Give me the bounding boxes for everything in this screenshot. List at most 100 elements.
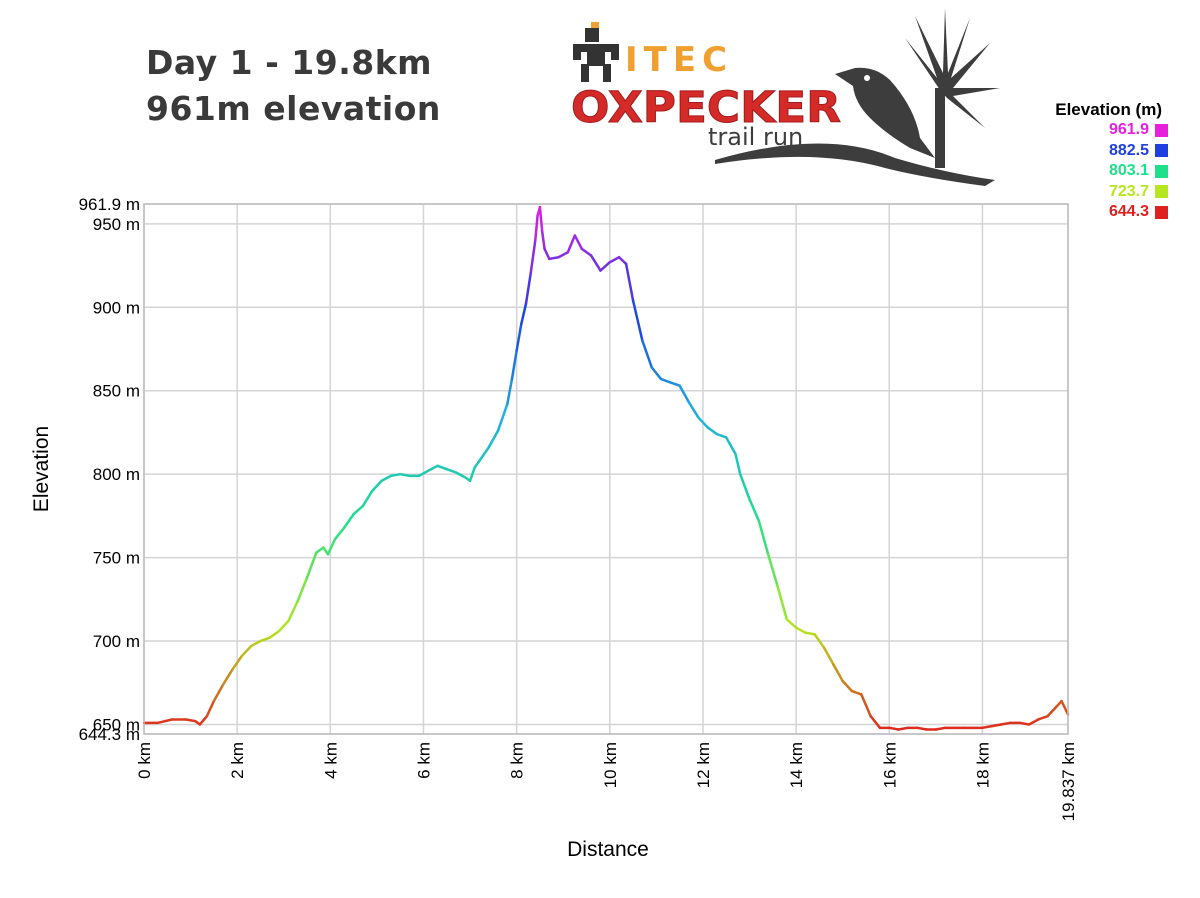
y-axis-title: Elevation (30, 426, 53, 512)
profile-segment (738, 472, 751, 501)
legend-value: 723.7 (1108, 182, 1149, 200)
title-distance: Day 1 - 19.8km (146, 43, 433, 82)
y-tick-label: 700 m (93, 632, 140, 651)
profile-segment (785, 618, 798, 629)
x-tick-label: 18 km (973, 742, 992, 788)
profile-segment (1027, 718, 1040, 726)
x-tick-label: 2 km (228, 742, 247, 779)
profile-segment (520, 302, 528, 326)
profile-segment (757, 519, 770, 556)
profile-segment (724, 436, 737, 456)
x-tick-label: 0 km (135, 742, 154, 779)
profile-segment (678, 384, 691, 404)
profile-segment (496, 402, 509, 433)
profile-segment (1018, 721, 1031, 726)
x-tick-label: 16 km (880, 742, 899, 788)
profile-segment (687, 401, 700, 419)
profile-segment (650, 366, 663, 381)
title-block: Day 1 - 19.8km 961m elevation (146, 40, 441, 132)
profile-segment (198, 714, 209, 726)
profile-segment (1060, 699, 1070, 716)
profile-segment (506, 377, 514, 406)
profile-segment (981, 724, 993, 730)
profile-segment (352, 504, 365, 516)
title-elevation: 961m elevation (146, 89, 441, 128)
profile-segment (566, 234, 577, 254)
profile-segment (624, 262, 635, 302)
profile-segment (259, 636, 272, 643)
elevation-profile-line (142, 205, 1070, 731)
profile-segment (268, 629, 281, 639)
legend-value: 882.5 (1108, 141, 1149, 159)
profile-segment (557, 250, 570, 259)
profile-segment (231, 654, 244, 671)
profile-segment (249, 639, 262, 648)
oxpecker-bird-and-palm-icon (715, 8, 1000, 186)
profile-segment (860, 693, 872, 718)
legend-item: 882.5 (1018, 141, 1168, 162)
x-tick-label: 6 km (414, 742, 433, 779)
profile-segment (543, 247, 551, 261)
profile-segment (888, 726, 900, 731)
x-tick-label: 10 km (601, 742, 620, 788)
oxpecker-logo: ITEC OXPECKER trail run (571, 8, 1000, 186)
profile-segment (573, 234, 584, 251)
profile-segment (487, 429, 500, 449)
plot-border (143, 203, 1069, 735)
profile-segment (589, 254, 602, 272)
profile-segment (776, 584, 789, 621)
legend-swatch (1155, 205, 1168, 219)
profile-segment (804, 631, 816, 636)
legend-item: 644.3 (1018, 202, 1168, 223)
profile-segment (934, 726, 947, 731)
legend-title: Elevation (m) (1055, 100, 1162, 119)
profile-segment (706, 426, 719, 436)
legend-item: 961.9 (1018, 120, 1168, 141)
profile-segment (305, 551, 318, 579)
x-axis-title: Distance (567, 838, 649, 861)
y-tick-label: 961.9 m (79, 195, 140, 214)
profile-segment (205, 699, 216, 718)
profile-segment (380, 474, 393, 483)
profile-segment (1037, 714, 1049, 721)
y-tick-label: 650 m (93, 715, 140, 734)
x-tick-label: 14 km (787, 742, 806, 788)
legend-value: 644.3 (1108, 203, 1149, 221)
profile-segment (631, 299, 644, 342)
profile-segment (361, 489, 374, 508)
legend-item: 803.1 (1018, 161, 1168, 182)
profile-segment (659, 377, 672, 384)
profile-segment (697, 416, 709, 429)
y-tick-label: 850 m (93, 382, 140, 401)
profile-segment (515, 322, 523, 352)
profile-segment (326, 538, 337, 556)
legend-swatch (1155, 185, 1168, 199)
profile-segment (534, 214, 539, 242)
y-tick-label: 644.3 m (79, 725, 140, 744)
profile-segment (287, 599, 299, 623)
profile-segment (841, 679, 854, 693)
profile-segment (473, 459, 481, 469)
y-tick-label: 750 m (93, 549, 140, 568)
profile-segment (794, 626, 807, 634)
profile-segment (524, 272, 532, 306)
itec-text: ITEC (625, 40, 733, 80)
plot-area (144, 204, 1068, 734)
oxpecker-text: OXPECKER (571, 83, 841, 133)
profile-segment (869, 714, 882, 730)
profile-segment (599, 260, 612, 272)
profile-segment (184, 718, 197, 723)
profile-segment (915, 726, 928, 731)
profile-segment (156, 718, 174, 725)
profile-segment (541, 230, 546, 251)
legend-value: 803.1 (1108, 162, 1149, 180)
profile-segment (1046, 704, 1059, 718)
legend-swatch (1155, 144, 1168, 158)
profile-segment (822, 646, 835, 666)
profile-segment (454, 471, 467, 479)
y-tick-label: 800 m (93, 465, 140, 484)
profile-segment (426, 464, 439, 473)
x-tick-label: 4 km (321, 742, 340, 779)
elevation-legend: Elevation (m) 961.9 882.5 803.1 723.7 644.3 (1018, 100, 1168, 223)
